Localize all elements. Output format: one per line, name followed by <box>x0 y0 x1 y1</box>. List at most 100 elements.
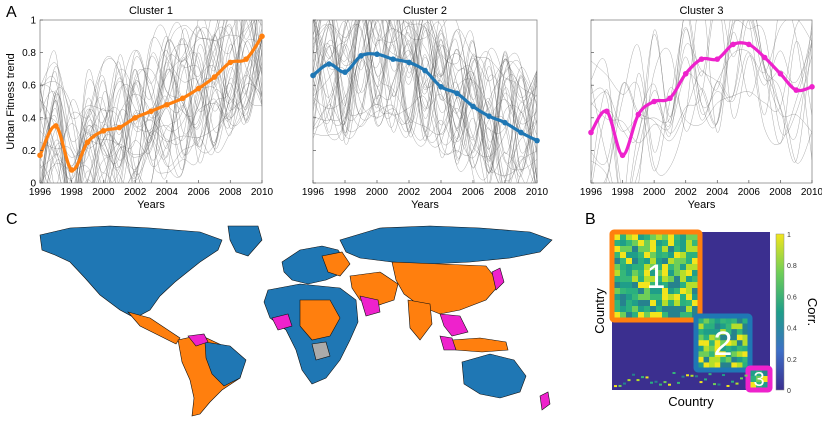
x-tick-label: 2008 <box>494 187 517 198</box>
x-tick-label: 2002 <box>124 187 147 198</box>
matrix-cell <box>714 334 721 341</box>
country-trend-line <box>42 20 245 183</box>
mean-series-point <box>746 41 752 48</box>
matrix-cell <box>632 240 639 247</box>
matrix-cell <box>762 382 769 389</box>
x-tick-label: 2010 <box>251 187 274 198</box>
matrix-cell <box>674 264 681 271</box>
matrix-cell <box>650 264 657 271</box>
matrix-cell <box>731 362 738 369</box>
x-tick-label: 2006 <box>187 187 210 198</box>
country-trend-line <box>591 20 812 183</box>
matrix-cell <box>720 362 727 369</box>
matrix-cell <box>709 334 715 341</box>
matrix-cell <box>725 340 732 347</box>
matrix-cell <box>725 345 732 352</box>
matrix-cell <box>731 345 738 352</box>
matrix-cluster-label: 2 <box>714 325 733 363</box>
matrix-cell <box>698 340 704 347</box>
matrix-cell <box>614 276 621 283</box>
colorbar-tick-label: 0.6 <box>787 294 797 301</box>
matrix-speckle <box>681 375 685 378</box>
matrix-cell <box>662 312 669 319</box>
matrix-cell <box>703 351 710 358</box>
mean-series-point <box>243 56 249 62</box>
matrix-cell <box>725 351 732 358</box>
matrix-cell <box>756 376 763 383</box>
matrix-cell <box>692 270 699 277</box>
matrix-cell <box>720 334 727 341</box>
matrix-cell <box>626 276 633 283</box>
map-southeast-asia <box>439 313 469 337</box>
matrix-cell <box>698 323 704 330</box>
matrix-speckle <box>627 379 631 382</box>
matrix-y-label: Country <box>592 288 607 334</box>
x-tick-label: 1998 <box>61 187 84 198</box>
matrix-speckle <box>641 376 644 379</box>
country-trend-line <box>44 20 259 183</box>
matrix-speckle <box>663 381 667 384</box>
matrix-cell <box>656 300 663 307</box>
country-trend-line <box>313 20 537 156</box>
matrix-cell <box>620 258 627 265</box>
matrix-cell <box>680 270 687 277</box>
matrix-cell <box>638 234 645 241</box>
matrix-cell <box>742 362 749 369</box>
matrix-cell <box>714 323 721 330</box>
matrix-cell <box>692 276 699 283</box>
x-tick-label: 2008 <box>219 187 242 198</box>
matrix-cell <box>680 252 687 259</box>
matrix-cell <box>626 294 633 301</box>
mean-series-point <box>116 124 123 131</box>
country-trend-line <box>313 20 537 158</box>
x-tick-label: 2002 <box>675 187 698 198</box>
matrix-cell <box>668 252 675 259</box>
matrix-cell <box>656 276 663 283</box>
matrix-cell <box>632 288 639 295</box>
matrix-speckle <box>708 373 712 376</box>
plot-area <box>590 19 813 184</box>
matrix-cluster-block: 1 <box>609 229 703 323</box>
matrix-cell <box>674 270 681 277</box>
matrix-speckle <box>654 380 658 383</box>
matrix-cell <box>686 252 693 259</box>
x-tick-label: 2002 <box>398 187 421 198</box>
matrix-cell <box>614 252 621 259</box>
country-trend-line <box>40 37 262 183</box>
country-trend-line <box>42 20 262 183</box>
matrix-cell <box>638 294 645 301</box>
matrix-cell <box>674 252 681 259</box>
mean-series-point <box>326 61 332 67</box>
country-trend-line <box>603 20 812 183</box>
country-trend-line <box>313 20 537 121</box>
matrix-cell <box>626 282 633 289</box>
matrix-cell <box>632 252 639 259</box>
matrix-cell <box>662 276 669 283</box>
matrix-cell <box>644 300 651 307</box>
matrix-cell <box>632 276 639 283</box>
matrix-cell <box>680 240 687 247</box>
matrix-cell <box>656 234 663 241</box>
country-trend-line <box>40 20 243 183</box>
matrix-cell <box>614 288 621 295</box>
matrix-cell <box>662 306 669 313</box>
matrix-cell <box>662 252 669 259</box>
matrix-speckle <box>740 377 743 380</box>
matrix-cell <box>720 356 727 363</box>
matrix-cell <box>680 258 687 265</box>
matrix-cell <box>626 234 633 241</box>
mean-series-point <box>100 128 107 134</box>
matrix-cell <box>709 323 715 330</box>
country-trend-line <box>591 20 812 183</box>
matrix-cell <box>674 258 681 265</box>
map-indonesia <box>451 337 509 353</box>
correlation-matrix: 1 23 Country Country 0 0.2 0.4 0.6 0.8 1 Corr. <box>592 229 820 409</box>
country-trend-line <box>328 20 525 183</box>
matrix-cell <box>632 270 639 277</box>
matrix-cell <box>668 234 675 241</box>
matrix-speckle <box>632 373 635 376</box>
country-trend-line <box>313 20 537 153</box>
colorbar-tick-label: 1 <box>787 232 791 239</box>
matrix-cell <box>644 312 651 319</box>
matrix-cluster-label: 3 <box>753 369 764 391</box>
